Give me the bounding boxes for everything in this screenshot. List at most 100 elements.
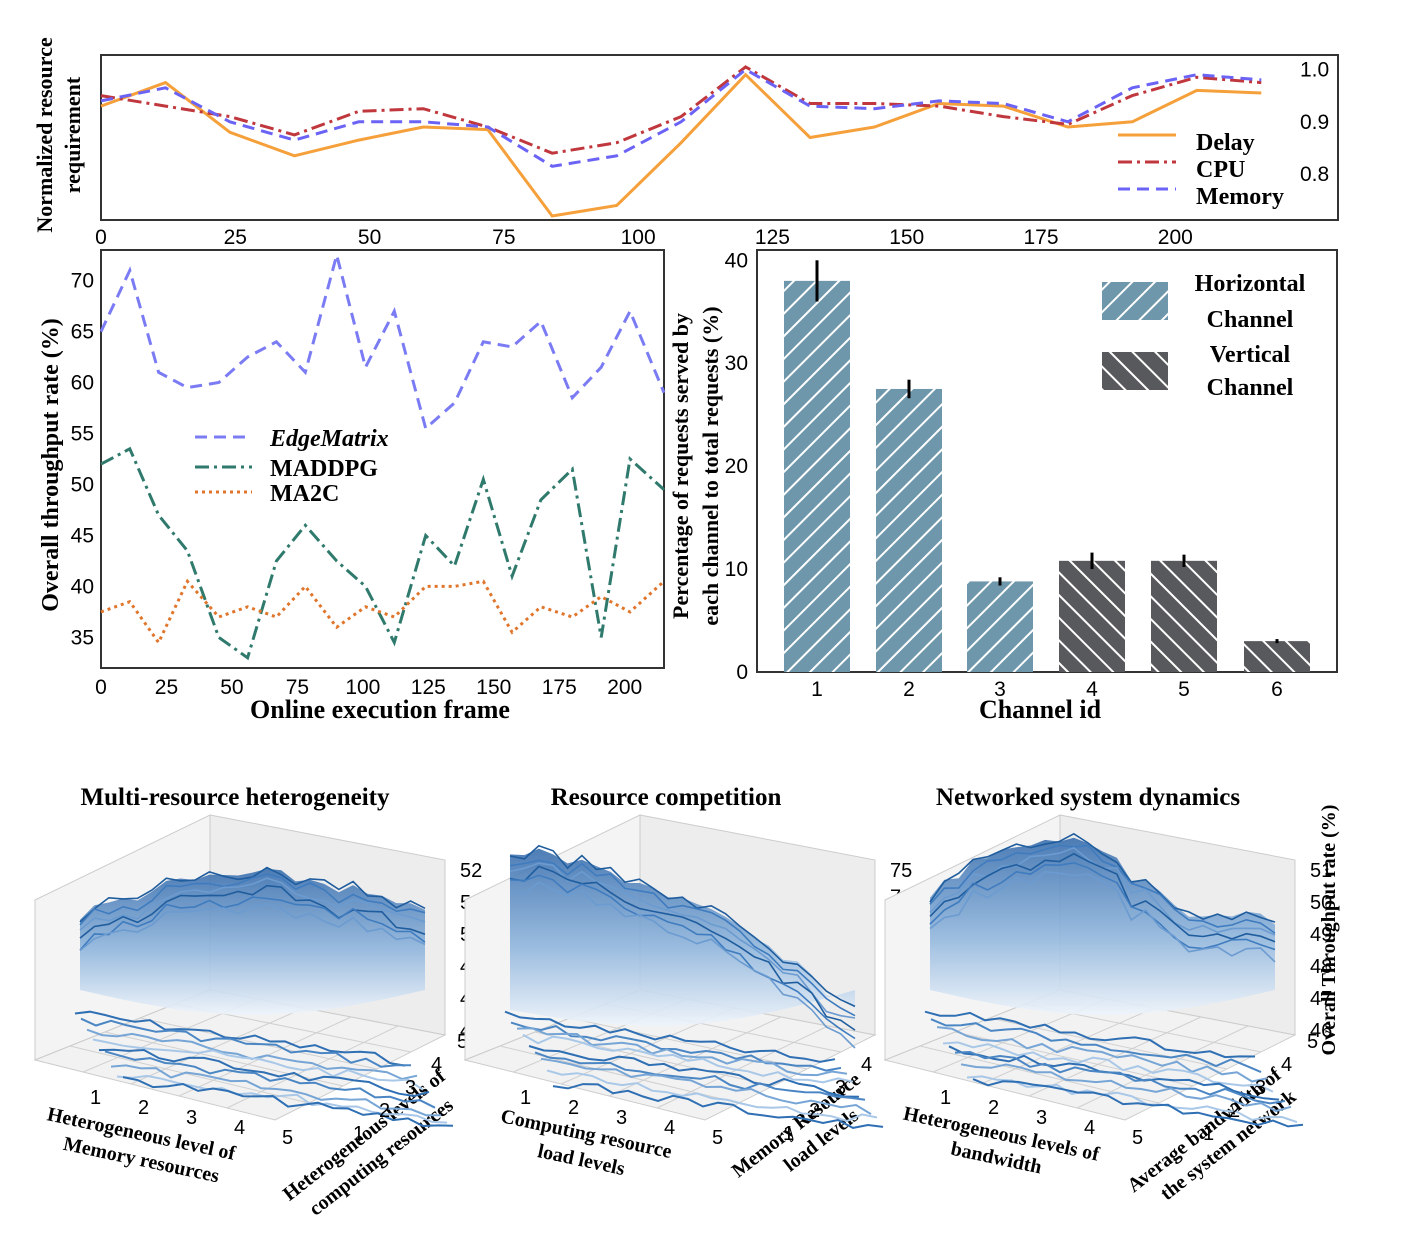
- series-line-maddpg: [100, 446, 666, 661]
- surface1-contour: [110, 1064, 442, 1117]
- surface3-ztick-label: 46: [1310, 1020, 1332, 1042]
- top-xtick-label: 50: [358, 226, 381, 249]
- surface1-xtick-label: 2: [138, 1097, 149, 1119]
- surface3-wire: [929, 861, 1276, 951]
- surface2-xtick-label: 5: [712, 1127, 723, 1149]
- surface1-ytick-label: 1: [353, 1123, 364, 1145]
- throughput-legend: EdgeMatrix MADDPG MA2C: [195, 426, 389, 507]
- surface1-ytick-label: 3: [405, 1077, 416, 1099]
- bar-channel-4: [1059, 560, 1125, 672]
- legend-delay-label: Delay: [1196, 130, 1255, 156]
- throughput-xtick-label: 200: [607, 676, 642, 699]
- legend-memory-label: Memory: [1196, 184, 1284, 210]
- bar-channel-2: [876, 388, 942, 672]
- bar-ytick-label: 0: [736, 661, 748, 684]
- surface2-plot: 757065605550451234512345: [463, 814, 912, 1149]
- surface2-contour: [534, 1051, 866, 1101]
- throughput-ytick-label: 70: [71, 270, 94, 293]
- top-xtick-label: 150: [889, 226, 924, 249]
- surface3-ytick-label: 2: [1229, 1100, 1240, 1122]
- surface2-wire: [509, 865, 856, 1031]
- surface2-ytick-label: 4: [861, 1054, 872, 1076]
- top-xtick-label: 100: [621, 226, 656, 249]
- surface2-xtick-label: 4: [664, 1117, 675, 1139]
- surface1-xtick-label: 4: [234, 1117, 245, 1139]
- throughput-xtick-label: 75: [286, 676, 309, 699]
- surface2-contour: [510, 1021, 842, 1072]
- surface1-wire: [79, 866, 426, 923]
- top-ytick-label: 0.8: [1300, 163, 1329, 186]
- surface1-title: Multi-resource heterogeneity: [81, 784, 390, 811]
- throughput-xlabel: Online execution frame: [250, 695, 510, 724]
- throughput-series-lines: [99, 249, 666, 661]
- surface3-title: Networked system dynamics: [936, 784, 1240, 811]
- surface1-xtick-label: 1: [90, 1087, 101, 1109]
- top-panel: 0 25 50 75 100 125 150 175 200 1.0 0.9 0.8 Normali…: [32, 37, 1339, 249]
- bar-xlabel: Channel id: [979, 695, 1102, 724]
- top-xtick-label: 175: [1023, 226, 1058, 249]
- surface1-contour: [122, 1076, 454, 1128]
- bar-channel-5: [1151, 560, 1217, 672]
- bar-legend: Horizontal Channel Vertical Channel: [1102, 271, 1306, 401]
- throughput-plot-frame: [100, 249, 665, 669]
- throughput-xtick-label: 125: [411, 676, 446, 699]
- surface3-contour: [936, 1026, 1268, 1083]
- surface1-contour: [74, 1010, 406, 1067]
- surface2-wire: [509, 881, 856, 1049]
- surface1-wire: [79, 873, 426, 926]
- surface3-ytick-label: 3: [1255, 1077, 1266, 1099]
- surface1-ytick-label: 4: [431, 1054, 442, 1076]
- surface1-xtick-label: 5: [282, 1127, 293, 1149]
- surface1-contour: [104, 1050, 436, 1109]
- surface3-contour: [954, 1050, 1286, 1105]
- top-xtick-label: 25: [224, 226, 247, 249]
- legend-maddpg-label: MADDPG: [270, 456, 378, 482]
- bar-ylabel-line2: each channel to total requests (%): [698, 306, 723, 625]
- top-ytick-label: 1.0: [1300, 58, 1329, 81]
- surface3-ztick-label: 47: [1310, 988, 1332, 1010]
- surface2-wire: [509, 844, 856, 1008]
- surface3-mesh: [930, 837, 1275, 1015]
- surface3-wire: [929, 844, 1276, 934]
- surface3-xtick-label: 2: [988, 1097, 999, 1119]
- surface3-ztick-label: 51: [1310, 860, 1332, 882]
- top-xtick-label: 200: [1158, 226, 1193, 249]
- top-ylabel-line2: requirement: [60, 76, 85, 193]
- surface3-zlabel: Overall Throughput rate (%): [1318, 805, 1340, 1056]
- surface-panels: Multi-resource heterogeneity Resource co…: [33, 784, 1340, 1220]
- surface3-xtick-label: 1: [940, 1087, 951, 1109]
- top-xtick-label: 0: [95, 226, 107, 249]
- bar-xtick-label: 6: [1271, 678, 1283, 701]
- surface1-wire: [79, 877, 426, 931]
- surface3-xtick-label: 4: [1084, 1117, 1095, 1139]
- series-line-delay: [100, 72, 1262, 218]
- surface3-grid: [980, 1007, 1155, 1085]
- bar-y-ticks: 0 10 20 30 40: [725, 249, 748, 684]
- surface2-ytick-label: 2: [809, 1100, 820, 1122]
- top-xtick-label: 75: [492, 226, 515, 249]
- surface3-ytick-label: 1: [1203, 1123, 1214, 1145]
- surface3-contour: [972, 1078, 1304, 1128]
- series-line-ma2c: [100, 578, 666, 646]
- surface3-contour: [930, 1018, 1262, 1074]
- surface1-contour: [98, 1048, 430, 1098]
- bar-bars: [784, 260, 1310, 672]
- throughput-ytick-label: 40: [71, 575, 94, 598]
- surface2-xtick-label: 2: [568, 1097, 579, 1119]
- surface1-wire: [79, 903, 426, 952]
- surface1-xtick-label: 3: [186, 1107, 197, 1129]
- surface3-contour: [960, 1063, 1292, 1113]
- bar-xtick-label: 2: [903, 678, 915, 701]
- throughput-ytick-label: 55: [71, 423, 94, 446]
- bar-channel-3: [967, 581, 1033, 672]
- bar-xtick-label: 1: [811, 678, 823, 701]
- legend-horizontal-swatch: [1102, 282, 1168, 320]
- throughput-xtick-label: 0: [95, 676, 107, 699]
- surface2-title: Resource competition: [551, 784, 782, 811]
- top-x-ticks: 0 25 50 75 100 125 150 175 200: [95, 226, 1193, 249]
- bar-ytick-label: 30: [725, 352, 748, 375]
- surface1-ytick-label: 5: [457, 1031, 468, 1053]
- surface3-contour: [966, 1075, 1298, 1124]
- surface3-floor-pane: [883, 989, 1297, 1121]
